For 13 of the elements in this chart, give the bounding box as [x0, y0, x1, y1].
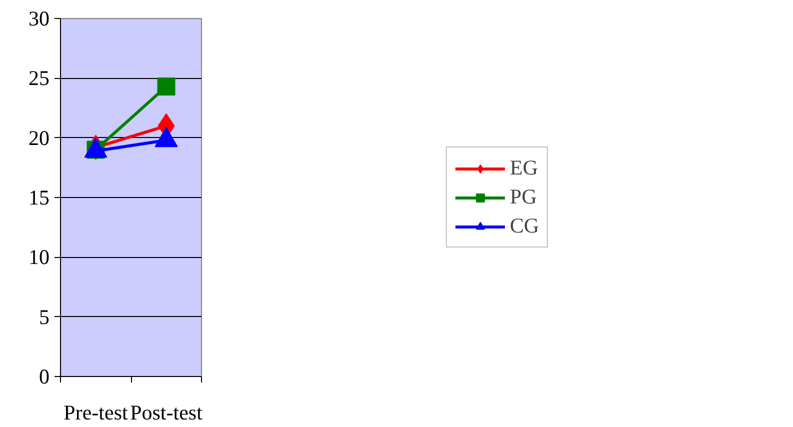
legend-label: CG — [510, 214, 540, 238]
x-tick-label: Pre-test — [64, 400, 128, 424]
legend-label: EG — [510, 156, 538, 180]
legend-label: PG — [510, 184, 537, 210]
y-tick-label: 0 — [39, 364, 50, 388]
y-tick-label: 20 — [28, 126, 50, 150]
y-tick-label: 5 — [39, 304, 50, 329]
y-tick-label: 10 — [28, 245, 50, 270]
y-tick-label: 25 — [28, 66, 50, 90]
point — [157, 78, 176, 96]
y-tick-label: 15 — [28, 186, 50, 210]
x-tick-label: Post-test — [130, 400, 203, 424]
y-tick-label: 30 — [28, 6, 50, 30]
